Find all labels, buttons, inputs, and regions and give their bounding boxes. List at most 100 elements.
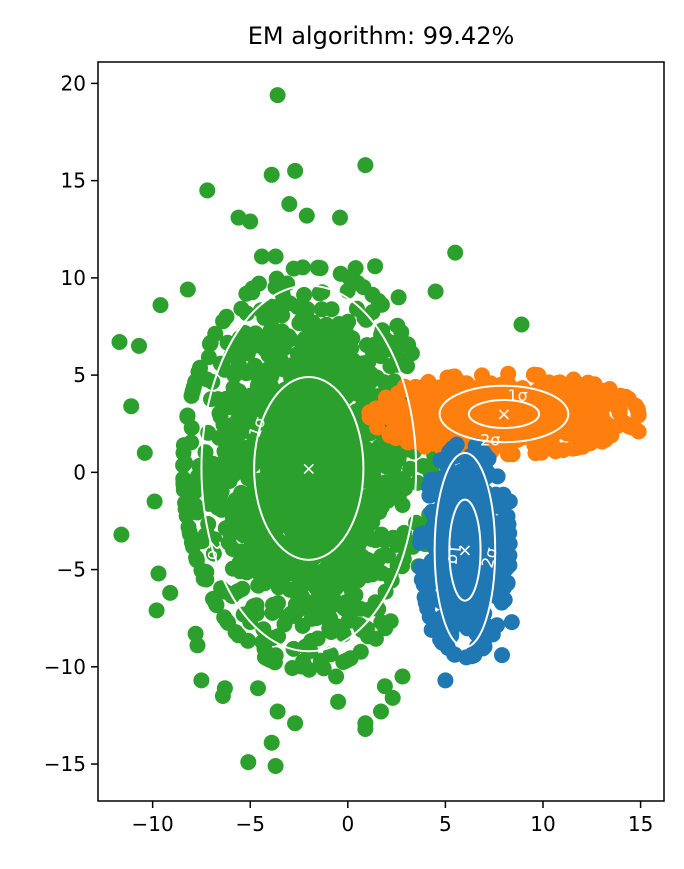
scatter-point [288, 400, 305, 417]
scatter-point [152, 297, 169, 314]
scatter-point [402, 460, 419, 477]
scatter-point [439, 639, 456, 656]
scatter-point [273, 553, 290, 570]
scatter-point [240, 495, 257, 511]
scatter-point [390, 289, 407, 306]
scatter-point [269, 87, 286, 104]
scatter-point [239, 345, 256, 362]
scatter-point [358, 311, 375, 328]
scatter-point [318, 316, 335, 333]
scatter-point [391, 337, 408, 354]
scatter-point [358, 460, 375, 476]
scatter-point [281, 495, 298, 512]
scatter-point [219, 334, 236, 351]
scatter-point [594, 433, 610, 450]
scatter-point [441, 443, 458, 460]
scatter-point [610, 417, 627, 434]
scatter-point [351, 519, 368, 536]
scatter-point [250, 680, 266, 697]
sigma-ellipse [200, 284, 418, 653]
scatter-point [311, 285, 328, 302]
scatter-point [304, 531, 321, 548]
scatter-point [276, 616, 293, 633]
scatter-point [348, 300, 365, 317]
y-tick-label: 0 [73, 460, 86, 484]
scatter-point [427, 283, 444, 300]
scatter-point [235, 409, 251, 426]
scatter-point [228, 500, 244, 517]
scatter-point [217, 520, 234, 537]
sigma-ellipse [438, 384, 570, 444]
scatter-point [263, 734, 280, 751]
scatter-point [280, 425, 297, 442]
scatter-point [349, 274, 366, 291]
scatter-point [503, 614, 520, 631]
scatter-point [497, 435, 514, 452]
scatter-point [203, 391, 219, 408]
scatter-point [423, 471, 439, 488]
scatter-point [224, 541, 241, 557]
scatter-point [553, 412, 570, 428]
scatter-point [323, 485, 340, 502]
scatter-point [309, 500, 326, 517]
scatter-point [199, 182, 216, 199]
scatter-point [267, 248, 284, 265]
scatter-point [349, 499, 366, 516]
scatter-point [590, 396, 607, 413]
scatter-point [394, 668, 411, 685]
scatter-point [321, 580, 338, 597]
y-tick-label: 5 [73, 363, 86, 387]
scatter-point [183, 534, 200, 551]
scatter-point [332, 597, 349, 614]
scatter-point [367, 258, 384, 275]
scatter-point [270, 355, 287, 372]
scatter-point [243, 534, 260, 550]
scatter-point [240, 754, 257, 771]
scatter-point [497, 561, 514, 577]
scatter-point [427, 510, 443, 527]
scatter-point [561, 388, 578, 405]
scatter-point [501, 547, 518, 564]
scatter-point [131, 337, 147, 354]
scatter-point [336, 495, 352, 512]
scatter-point [281, 295, 298, 312]
scatter-point [462, 473, 479, 490]
x-tick-label: 15 [628, 812, 653, 836]
scatter-point [464, 561, 481, 578]
scatter-point [627, 397, 644, 414]
scatter-point [196, 461, 212, 478]
sigma-ellipse [448, 498, 482, 602]
scatter-point [299, 301, 316, 318]
scatter-point [245, 556, 262, 573]
scatter-point [402, 412, 419, 429]
scatter-point [510, 427, 527, 444]
cluster-points [111, 87, 530, 774]
scatter-point [313, 301, 330, 318]
scatter-point [326, 422, 343, 438]
scatter-point [403, 345, 420, 362]
scatter-point [446, 604, 463, 621]
scatter-point [429, 561, 446, 578]
scatter-point [548, 375, 565, 392]
sigma-label: 1σ [507, 386, 527, 405]
scatter-point [376, 374, 393, 391]
y-tick-label: 10 [61, 266, 86, 290]
scatter-point [266, 465, 283, 481]
scatter-point [313, 449, 330, 465]
x-tick-label: 0 [341, 812, 354, 836]
scatter-point [291, 530, 308, 547]
scatter-point [376, 678, 393, 695]
scatter-point [246, 357, 263, 374]
scatter-point [324, 357, 341, 374]
scatter-point [287, 162, 304, 179]
scatter-point [453, 463, 470, 480]
scatter-point [224, 560, 241, 577]
scatter-point [322, 646, 339, 663]
scatter-point [594, 411, 611, 428]
y-tick-label: 20 [61, 71, 86, 95]
scatter-point [376, 532, 393, 549]
sigma-label: 2σ [480, 431, 500, 450]
scatter-point [494, 647, 510, 664]
sigma-label: 2σ [478, 545, 502, 570]
